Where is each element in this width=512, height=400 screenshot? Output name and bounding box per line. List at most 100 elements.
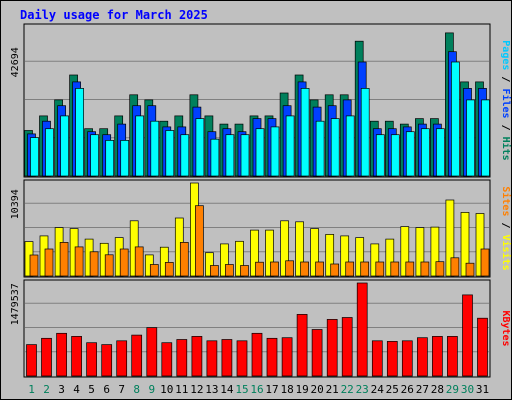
panel-middle: 10394 Sites / Visits bbox=[10, 179, 512, 278]
bar-visits-day-22 bbox=[340, 235, 350, 277]
bar-visits-day-21 bbox=[325, 234, 335, 277]
day-label-20: 20 bbox=[310, 383, 323, 396]
bar-pages-day-12 bbox=[195, 118, 205, 177]
day-label-3: 3 bbox=[58, 383, 65, 396]
bar-sites-day-26 bbox=[405, 261, 415, 277]
bar-kbytes-day-2 bbox=[41, 337, 52, 377]
bar-pages-day-2 bbox=[45, 128, 54, 177]
day-label-7: 7 bbox=[118, 383, 125, 396]
day-label-2: 2 bbox=[43, 383, 50, 396]
day-label-9: 9 bbox=[148, 383, 155, 396]
bar-visits-day-28 bbox=[430, 226, 440, 277]
bar-pages-day-19 bbox=[300, 88, 310, 177]
bar-kbytes-day-3 bbox=[56, 332, 67, 377]
bar-pages-day-31 bbox=[481, 99, 490, 177]
bar-visits-day-20 bbox=[310, 228, 319, 277]
bar-kbytes-day-8 bbox=[131, 334, 143, 377]
bar-visits-day-24 bbox=[370, 243, 380, 277]
bar-visits-day-19 bbox=[295, 221, 304, 277]
day-label-12: 12 bbox=[190, 383, 203, 396]
day-label-21: 21 bbox=[326, 383, 339, 396]
day-label-29: 29 bbox=[446, 383, 459, 396]
bar-sites-day-18 bbox=[285, 260, 294, 277]
bar-sites-day-31 bbox=[480, 248, 490, 277]
bar-sites-day-22 bbox=[345, 261, 355, 277]
bar-sites-day-8 bbox=[134, 246, 144, 277]
legend-text-top-3: / bbox=[500, 119, 511, 137]
bar-sites-day-1 bbox=[29, 254, 39, 277]
day-label-23: 23 bbox=[356, 383, 369, 396]
day-label-22: 22 bbox=[341, 383, 354, 396]
bar-pages-day-16 bbox=[255, 128, 265, 177]
bar-pages-day-8 bbox=[135, 115, 145, 177]
bar-sites-day-12 bbox=[195, 205, 204, 277]
bar-pages-day-29 bbox=[451, 61, 460, 177]
side-legend-middle: Sites / Visits bbox=[500, 186, 512, 270]
bar-kbytes-day-10 bbox=[161, 342, 173, 377]
bar-sites-day-6 bbox=[104, 254, 114, 277]
legend-text-top-0: Pages bbox=[500, 40, 511, 70]
legend-text-middle-1: / bbox=[500, 216, 511, 234]
bar-kbytes-day-5 bbox=[86, 342, 97, 377]
bar-pages-day-10 bbox=[165, 130, 175, 177]
bar-sites-day-5 bbox=[89, 251, 99, 277]
bar-pages-day-3 bbox=[60, 115, 69, 177]
bar-sites-day-23 bbox=[360, 261, 370, 277]
bar-visits-day-10 bbox=[159, 246, 169, 277]
legend-text-middle-0: Sites bbox=[500, 186, 512, 216]
chart-title: Daily usage for March 2025 bbox=[20, 8, 208, 22]
bar-pages-day-21 bbox=[330, 118, 340, 177]
bar-kbytes-day-16 bbox=[251, 332, 263, 377]
bar-visits-day-14 bbox=[220, 243, 229, 277]
bar-sites-day-24 bbox=[375, 261, 385, 277]
bar-sites-day-21 bbox=[330, 263, 340, 277]
bar-kbytes-day-19 bbox=[296, 314, 308, 377]
bar-visits-day-27 bbox=[415, 227, 425, 277]
bar-pages-day-9 bbox=[150, 120, 160, 177]
bar-sites-day-20 bbox=[315, 261, 324, 277]
bar-visits-day-18 bbox=[280, 220, 289, 277]
bar-sites-day-11 bbox=[179, 242, 189, 277]
bar-pages-day-5 bbox=[90, 134, 99, 177]
day-label-25: 25 bbox=[386, 383, 399, 396]
bar-kbytes-day-30 bbox=[462, 294, 473, 377]
bar-pages-day-25 bbox=[390, 134, 400, 177]
bar-kbytes-day-21 bbox=[326, 319, 338, 377]
bar-pages-day-6 bbox=[105, 140, 115, 177]
bar-kbytes-day-25 bbox=[386, 341, 398, 377]
panel-bottom: 1479537 KBytes bbox=[10, 279, 511, 378]
bar-kbytes-day-28 bbox=[432, 336, 443, 377]
day-label-17: 17 bbox=[265, 383, 278, 396]
bar-visits-day-13 bbox=[205, 252, 214, 277]
side-legend-bottom: KBytes bbox=[500, 310, 511, 346]
bar-kbytes-day-22 bbox=[341, 317, 353, 377]
bar-visits-day-25 bbox=[385, 238, 395, 277]
bar-pages-day-15 bbox=[240, 134, 250, 177]
bar-pages-day-26 bbox=[405, 131, 415, 177]
bar-pages-day-20 bbox=[315, 120, 325, 177]
bar-kbytes-day-18 bbox=[281, 337, 293, 377]
day-label-27: 27 bbox=[416, 383, 429, 396]
bar-kbytes-day-6 bbox=[101, 344, 113, 377]
day-label-11: 11 bbox=[175, 383, 188, 396]
bar-sites-day-25 bbox=[390, 261, 400, 277]
day-label-4: 4 bbox=[73, 383, 80, 396]
max-label-bottom: 1479537 bbox=[10, 283, 21, 325]
bar-sites-day-16 bbox=[255, 261, 264, 277]
bar-pages-day-1 bbox=[30, 137, 39, 177]
bar-pages-day-18 bbox=[285, 115, 295, 177]
bar-sites-day-2 bbox=[44, 248, 54, 277]
day-label-28: 28 bbox=[431, 383, 444, 396]
legend-text-top-4: Hits bbox=[500, 137, 512, 161]
bar-kbytes-day-24 bbox=[371, 340, 383, 377]
bar-visits-day-15 bbox=[235, 240, 244, 277]
day-label-15: 15 bbox=[235, 383, 248, 396]
bar-sites-day-3 bbox=[59, 242, 69, 277]
day-label-30: 30 bbox=[461, 383, 474, 396]
bar-kbytes-day-14 bbox=[221, 339, 233, 377]
bar-kbytes-day-27 bbox=[417, 337, 428, 377]
day-label-5: 5 bbox=[88, 383, 95, 396]
bar-pages-day-13 bbox=[210, 138, 220, 177]
bar-kbytes-day-31 bbox=[477, 317, 488, 377]
